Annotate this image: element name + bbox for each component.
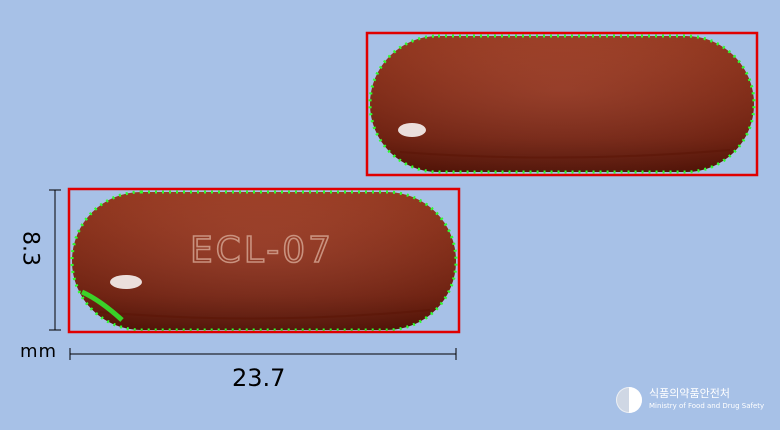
highlight-back <box>398 123 426 137</box>
highlight-front <box>110 275 142 289</box>
dimension-lines <box>49 189 457 360</box>
unit-label: mm <box>20 341 58 362</box>
mfds-emblem-icon <box>616 387 642 413</box>
logo-korean-text: 식품의약품안전처 <box>649 387 730 400</box>
bounding-box-back <box>365 31 759 177</box>
imprint-text: ECL-07 <box>190 230 334 271</box>
capsule-back <box>365 31 759 177</box>
width-dimension-label: 23.7 <box>232 364 286 392</box>
capsule-front: ECL-07 <box>67 187 461 334</box>
height-dimension-label: 8.3 <box>17 231 43 266</box>
mfds-logo: 식품의약품안전처 Ministry of Food and Drug Safet… <box>616 385 766 417</box>
logo-english-text: Ministry of Food and Drug Safety <box>649 402 765 410</box>
bounding-box-front <box>67 187 461 334</box>
